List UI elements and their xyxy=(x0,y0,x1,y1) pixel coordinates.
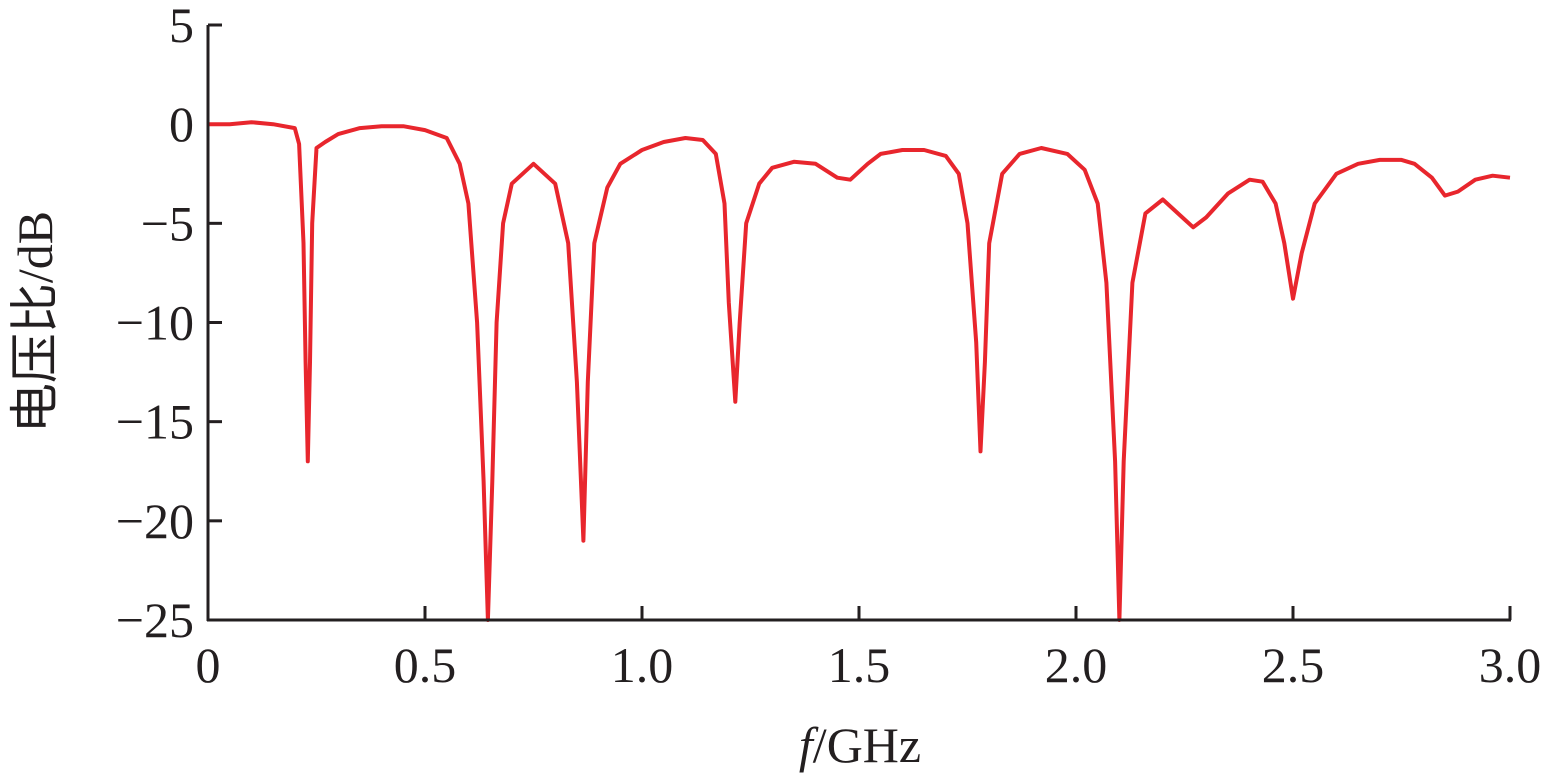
x-axis-title-unit: /GHz xyxy=(813,717,921,773)
x-tick-label: 2.0 xyxy=(1045,637,1108,693)
x-axis-title: f/GHz xyxy=(799,717,921,773)
y-tick-label: −5 xyxy=(141,195,194,251)
y-tick-label: 5 xyxy=(169,0,194,53)
x-tick-label: 3.0 xyxy=(1479,637,1542,693)
ticks xyxy=(208,23,1512,620)
y-tick-label: 0 xyxy=(169,96,194,152)
series-line xyxy=(208,120,1511,622)
y-tick-label: −15 xyxy=(116,394,194,450)
x-tick-label: 1.0 xyxy=(611,637,674,693)
x-tick-label: 2.5 xyxy=(1262,637,1325,693)
x-tick-label: 1.5 xyxy=(828,637,891,693)
x-tick-label: 0.5 xyxy=(394,637,457,693)
x-tick-label: 0 xyxy=(196,637,221,693)
y-tick-label: −20 xyxy=(116,493,194,549)
y-tick-label: −25 xyxy=(116,592,194,648)
tick-labels: 0 0.5 1.0 1.5 2.0 2.5 3.0 5 0 −5 −10 −15 −20 −25 xyxy=(116,0,1541,693)
y-tick-label: −10 xyxy=(116,295,194,351)
y-axis-title: 电压比/dB xyxy=(7,211,63,433)
